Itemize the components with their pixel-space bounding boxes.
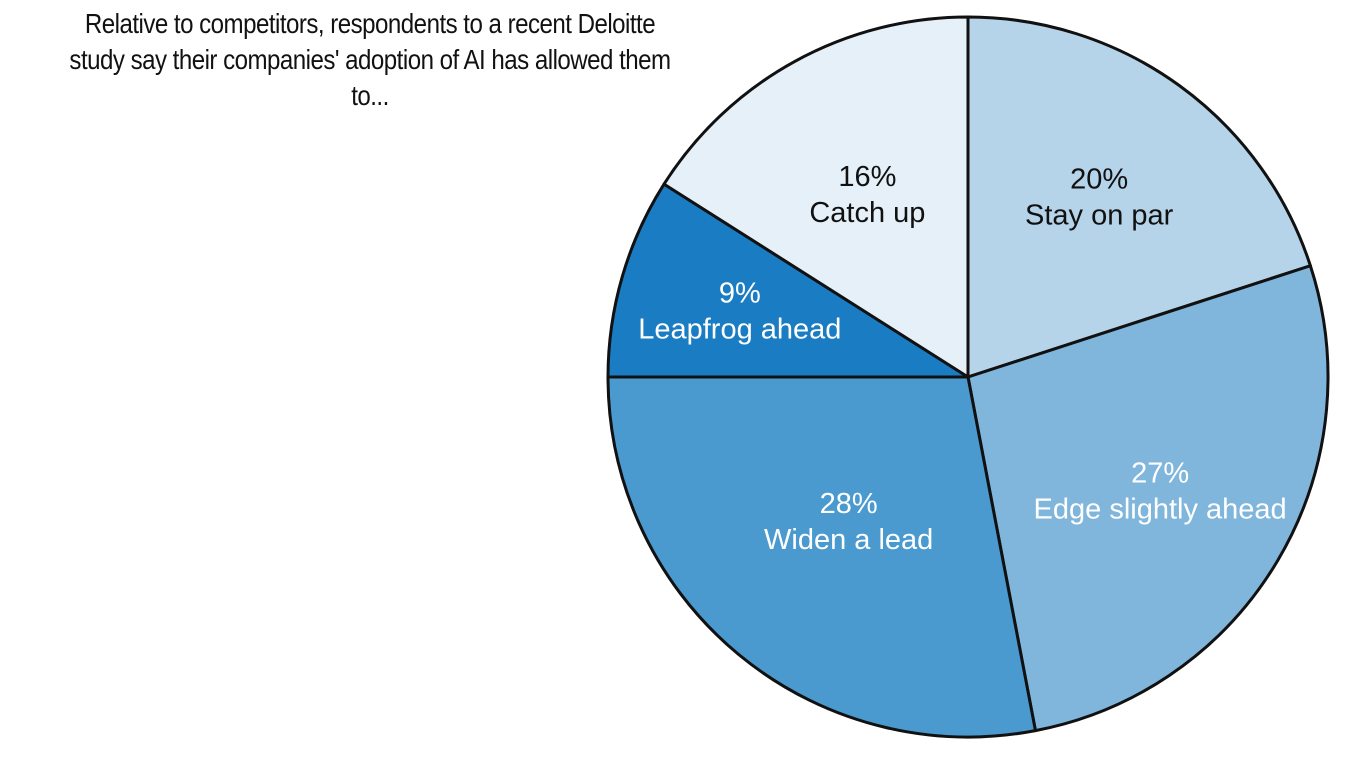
slice-label-leapfrog-ahead: 9% Leapfrog ahead: [638, 278, 841, 346]
pie-slice-widen-a-lead: [606, 375, 1037, 739]
slice-category-label: Edge slightly ahead: [1034, 494, 1287, 526]
pie-slice-catch-up: [662, 15, 970, 379]
chart-title-line-2: study say their companies' adoption of A…: [69, 44, 671, 111]
slice-category-label: Catch up: [809, 197, 925, 229]
slice-value-label: 20%: [1070, 163, 1128, 195]
slice-value-label: 16%: [838, 161, 896, 193]
pie-slice-edge-slightly-ahead: [966, 264, 1330, 733]
slice-label-widen-a-lead: 28% Widen a lead: [764, 488, 933, 556]
pie-slice-stay-on-par: [966, 15, 1312, 379]
slice-label-catch-up: 16% Catch up: [809, 161, 925, 229]
chart-title-line-1: Relative to competitors, respondents to …: [84, 8, 656, 39]
slice-label-edge-slightly-ahead: 27% Edge slightly ahead: [1034, 458, 1287, 526]
slice-category-label: Stay on par: [1025, 199, 1174, 231]
slice-label-stay-on-par: 20% Stay on par: [1025, 163, 1174, 231]
slice-category-label: Leapfrog ahead: [638, 314, 841, 346]
slice-category-label: Widen a lead: [764, 524, 933, 556]
slice-value-label: 9%: [719, 278, 761, 310]
chart-title: Relative to competitors, respondents to …: [52, 6, 688, 114]
pie-slice-leapfrog-ahead: [606, 182, 970, 379]
slice-value-label: 28%: [820, 488, 878, 520]
slice-value-label: 27%: [1131, 458, 1189, 490]
